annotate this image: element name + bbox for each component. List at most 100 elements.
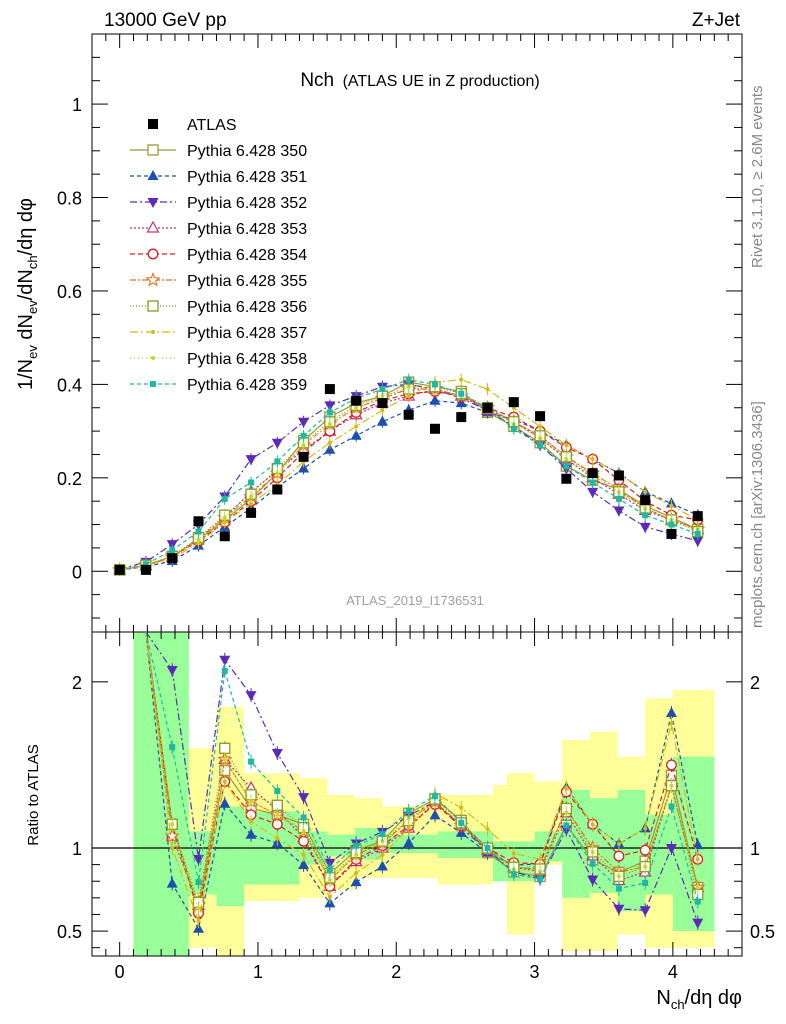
- main-point-8-17: [564, 457, 569, 462]
- legend-label-3: Pythia 6.428 353: [187, 221, 307, 238]
- main-point-9-5: [248, 479, 255, 486]
- main-point-1-8: [324, 443, 336, 454]
- legend-label-1: Pythia 6.428 351: [187, 169, 307, 186]
- atlas-point-19: [613, 470, 624, 481]
- main-point-7-10: [380, 408, 385, 413]
- ratio-point-2-18: [587, 875, 599, 886]
- main-point-9-11: [405, 376, 412, 383]
- y-tick-label-main-4: 0.8: [57, 189, 82, 209]
- main-point-7-18: [590, 457, 595, 462]
- x-tick-label-3: 3: [530, 962, 540, 982]
- main-point-1-9: [350, 429, 362, 440]
- y-tick-label-ratio-right-2: 2: [750, 673, 760, 693]
- legend-label-6: Pythia 6.428 356: [187, 299, 307, 316]
- ratio-point-9-18: [589, 860, 596, 867]
- atlas-point-14: [482, 402, 493, 413]
- main-point-7-8: [327, 440, 332, 445]
- ratio-line-series-9: [145, 631, 699, 902]
- ratio-point-8-18: [590, 849, 595, 854]
- ratio-point-7-6: [275, 836, 280, 841]
- ratio-point-5-2: [164, 828, 180, 843]
- ratio-point-1-2: [166, 877, 178, 888]
- band-green-10: [534, 831, 563, 862]
- y-axis-label-main: 1/Nev dNev/dNch/dη dφ: [15, 198, 40, 390]
- legend-label-8: Pythia 6.428 358: [187, 351, 307, 368]
- main-point-8-20: [643, 506, 648, 511]
- legend-marker-atlas: [148, 119, 158, 129]
- ratio-point-2-2: [166, 665, 178, 676]
- ratio-point-7-20: [643, 826, 648, 831]
- y-tick-label-ratio-1: 1: [72, 839, 82, 859]
- ratio-point-1-22: [692, 839, 704, 850]
- ratio-point-6-4: [219, 742, 231, 754]
- ratio-point-1-5: [245, 828, 257, 839]
- main-point-8-10: [380, 394, 385, 399]
- ratio-line-series-0: [145, 631, 699, 909]
- ratio-point-8-11: [406, 816, 411, 821]
- legend-label-9: Pythia 6.428 359: [187, 377, 307, 394]
- ratio-point-8-4: [222, 757, 227, 762]
- atlas-point-3: [193, 516, 204, 527]
- legend-marker-9: [150, 381, 156, 387]
- main-point-2-20: [639, 522, 651, 533]
- ratio-point-9-17: [563, 822, 570, 829]
- main-point-2-18: [587, 487, 599, 498]
- legend-label-4: Pythia 6.428 354: [187, 247, 307, 264]
- main-point-8-9: [354, 405, 359, 410]
- atlas-point-12: [429, 423, 440, 434]
- y-tick-label-main-5: 1: [72, 95, 82, 115]
- main-point-8-4: [222, 515, 227, 520]
- ratio-point-8-7: [301, 829, 306, 834]
- main-point-8-16: [538, 436, 543, 441]
- main-point-9-6: [274, 458, 281, 465]
- legend-marker-2: [147, 198, 159, 208]
- ratio-point-2-21: [665, 844, 677, 854]
- main-point-2-7: [298, 417, 310, 428]
- ratio-point-7-14: [485, 827, 490, 832]
- main-point-9-19: [615, 495, 622, 502]
- ratio-point-1-9: [350, 876, 362, 887]
- atlas-point-17: [561, 473, 572, 484]
- ratio-point-1-21: [665, 707, 677, 717]
- main-point-7-20: [643, 489, 648, 494]
- main-point-7-13: [459, 377, 464, 382]
- main-point-9-8: [326, 409, 333, 416]
- main-point-9-7: [300, 432, 307, 439]
- ratio-point-1-12: [429, 809, 441, 820]
- ratio-point-2-4: [219, 655, 231, 666]
- main-point-9-16: [537, 442, 544, 449]
- atlas-point-21: [666, 528, 677, 539]
- main-point-9-12: [431, 381, 438, 388]
- atlas-point-5: [246, 507, 257, 518]
- plot-title-sub: (ATLAS UE in Z production): [343, 73, 540, 90]
- ratio-point-9-11: [405, 807, 412, 814]
- ratio-point-8-2: [170, 822, 175, 827]
- main-point-8-8: [327, 422, 332, 427]
- main-point-7-17: [564, 443, 569, 448]
- ratio-line-series-6: [145, 631, 699, 903]
- ratio-point-9-20: [642, 879, 649, 886]
- main-point-2-5: [245, 455, 257, 466]
- ratio-point-4-19: [613, 850, 625, 862]
- ratio-point-8-17: [564, 810, 569, 815]
- rivet-label: Rivet 3.1.10, ≥ 2.6M events: [749, 86, 766, 269]
- ratio-point-9-19: [615, 885, 622, 892]
- ratio-series: [145, 631, 706, 936]
- ratio-point-9-10: [379, 831, 386, 838]
- y-tick-label-ratio-right-1: 1: [750, 839, 760, 859]
- ratio-point-9-8: [326, 866, 333, 873]
- legend-label-5: Pythia 6.428 355: [187, 273, 307, 290]
- atlas-point-8: [324, 384, 335, 395]
- ratio-point-7-15: [511, 851, 516, 856]
- main-point-7-14: [485, 387, 490, 392]
- ratio-point-1-10: [376, 860, 388, 871]
- ratio-line-series-2: [145, 631, 699, 923]
- ratio-point-4-20: [639, 844, 651, 856]
- ratio-point-8-3: [196, 906, 201, 911]
- atlas-point-1: [140, 564, 151, 575]
- main-line-series-6: [119, 386, 698, 571]
- legend-marker-7: [151, 330, 155, 334]
- atlas-point-7: [298, 451, 309, 462]
- ratio-point-8-19: [616, 874, 621, 879]
